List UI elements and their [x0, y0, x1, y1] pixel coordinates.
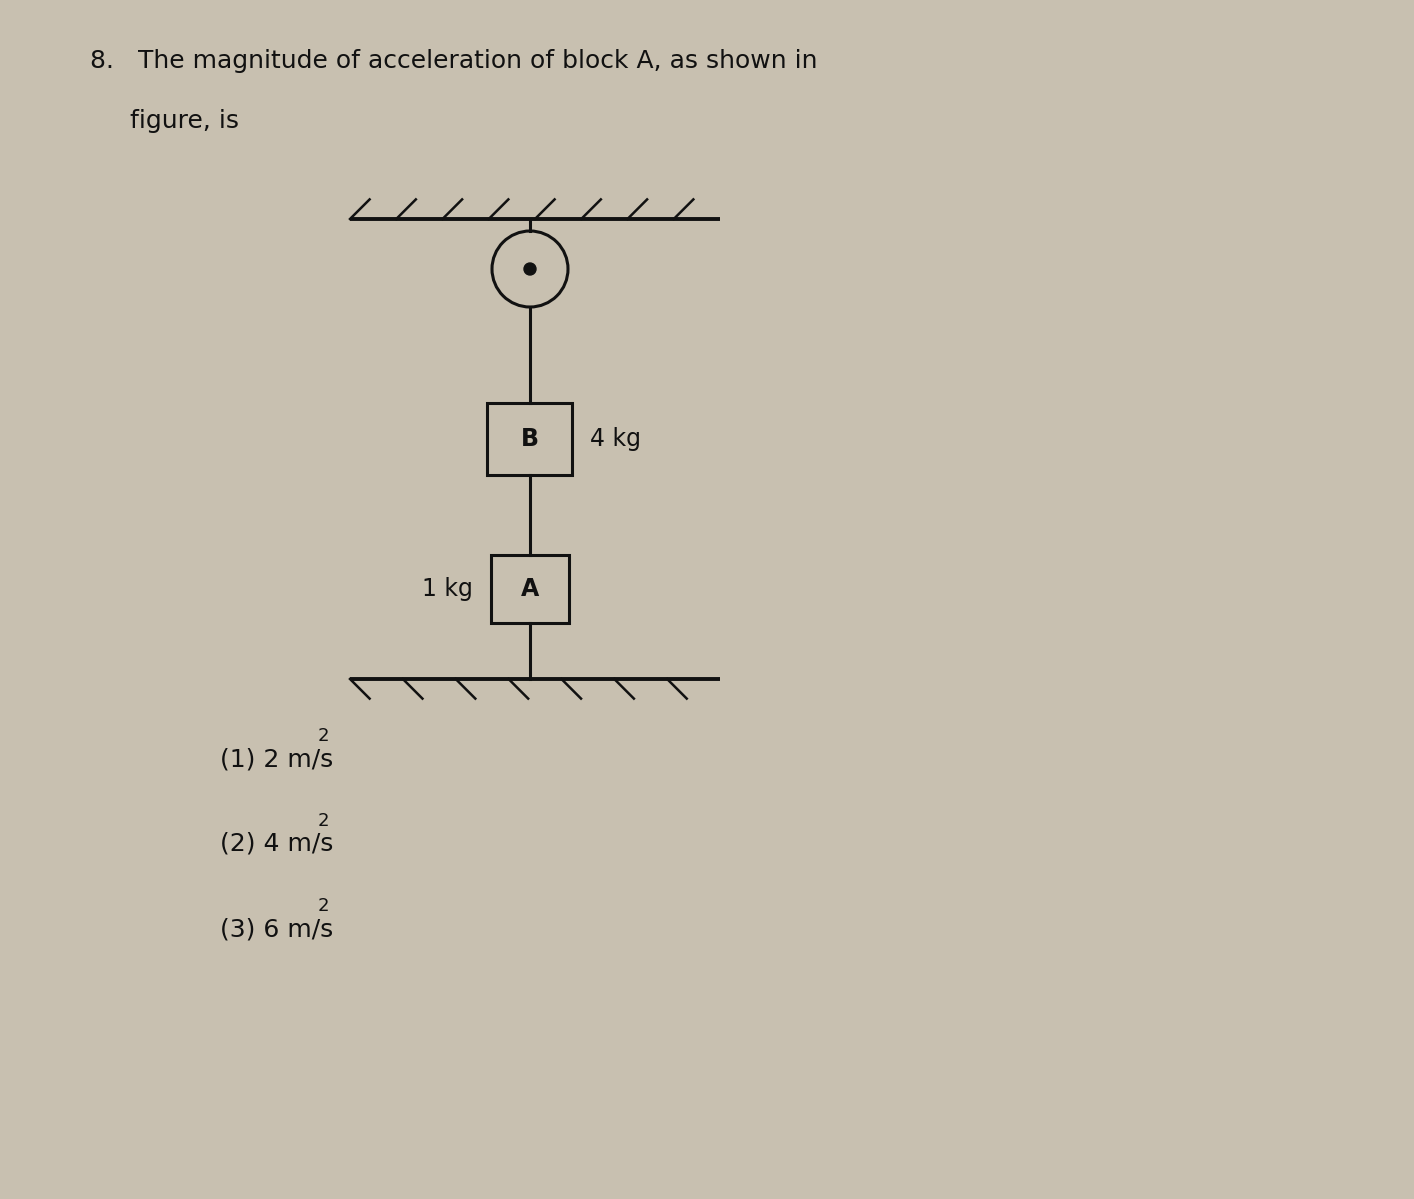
Text: 1 kg: 1 kg	[423, 577, 474, 601]
Text: 2: 2	[317, 812, 328, 830]
Text: (1) 2 m/s: (1) 2 m/s	[221, 747, 334, 771]
Text: A: A	[520, 577, 539, 601]
Text: 8.   The magnitude of acceleration of block A, as shown in: 8. The magnitude of acceleration of bloc…	[90, 49, 817, 73]
Text: B: B	[520, 427, 539, 451]
Text: (3) 6 m/s: (3) 6 m/s	[221, 917, 334, 941]
Text: (2) 4 m/s: (2) 4 m/s	[221, 832, 334, 856]
Text: 4 kg: 4 kg	[591, 427, 642, 451]
Text: 2: 2	[317, 897, 328, 915]
Text: figure, is: figure, is	[90, 109, 239, 133]
Text: 2: 2	[317, 727, 328, 745]
Circle shape	[525, 263, 536, 275]
